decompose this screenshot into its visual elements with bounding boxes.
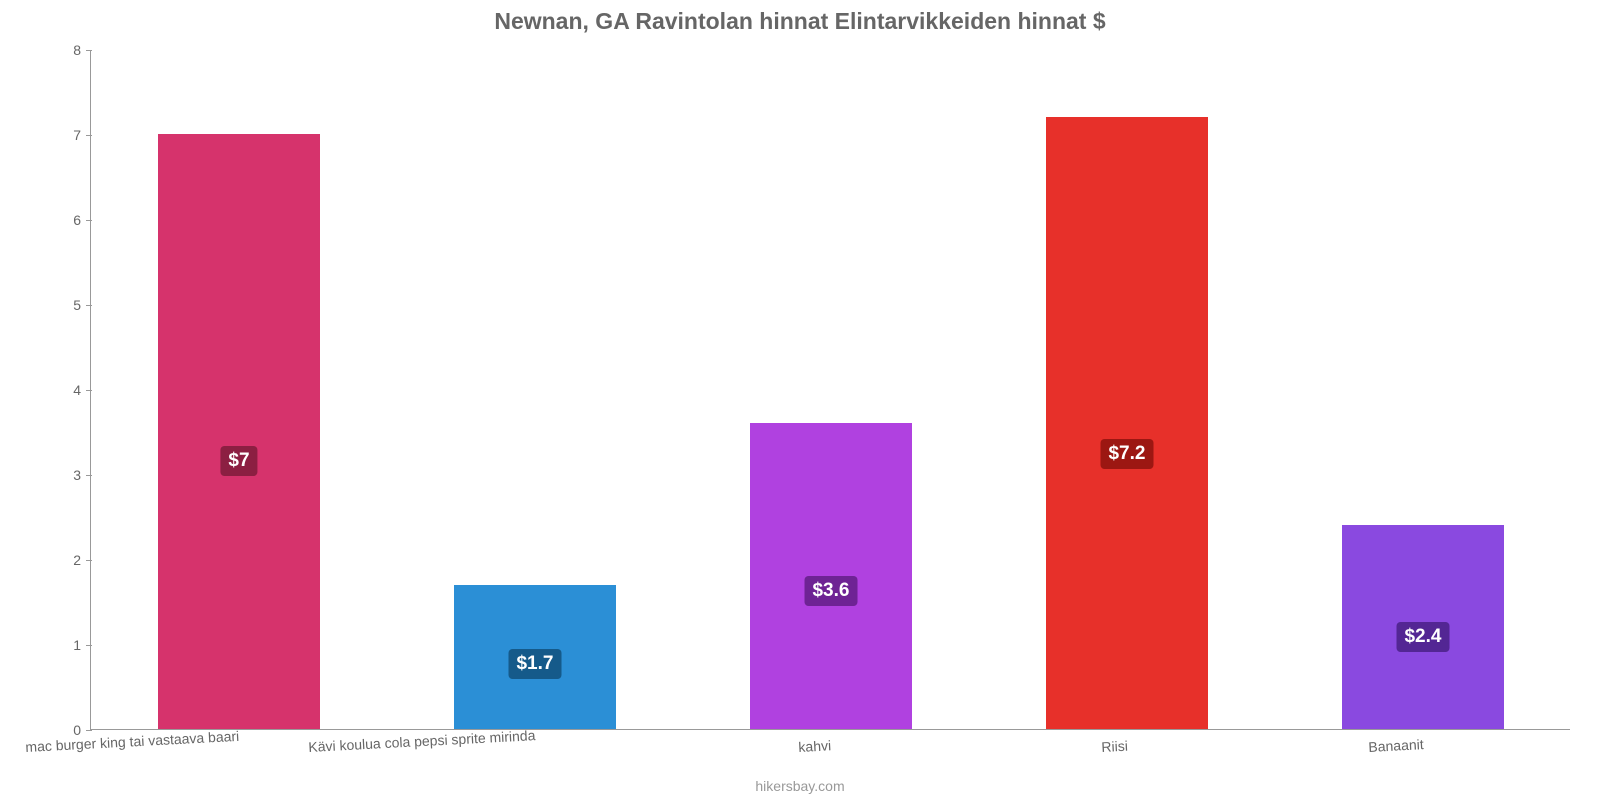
bar: $2.4 bbox=[1342, 525, 1505, 729]
y-tick: 1 bbox=[41, 637, 81, 653]
bar-value-label: $7 bbox=[220, 446, 257, 476]
bar: $3.6 bbox=[750, 423, 913, 729]
chart-title: Newnan, GA Ravintolan hinnat Elintarvikk… bbox=[0, 8, 1600, 35]
plot-area: 012345678$7mac burger king tai vastaava … bbox=[90, 50, 1570, 730]
bar-value-label: $7.2 bbox=[1100, 439, 1153, 469]
chart-footer: hikersbay.com bbox=[0, 778, 1600, 794]
bar: $7 bbox=[158, 134, 321, 729]
bar: $1.7 bbox=[454, 585, 617, 730]
bar-value-label: $1.7 bbox=[508, 649, 561, 679]
y-tick: 6 bbox=[41, 212, 81, 228]
bar-value-label: $3.6 bbox=[804, 576, 857, 606]
bar: $7.2 bbox=[1046, 117, 1209, 729]
y-tick: 2 bbox=[41, 552, 81, 568]
price-bar-chart: Newnan, GA Ravintolan hinnat Elintarvikk… bbox=[0, 0, 1600, 800]
bar-value-label: $2.4 bbox=[1396, 622, 1449, 652]
x-tick-label: Riisi bbox=[1101, 738, 1128, 755]
x-tick-label: Kävi koulua cola pepsi sprite mirinda bbox=[308, 727, 536, 755]
x-tick-label: Banaanit bbox=[1368, 736, 1424, 755]
y-tick: 4 bbox=[41, 382, 81, 398]
x-tick-label: kahvi bbox=[798, 737, 831, 755]
y-tick: 5 bbox=[41, 297, 81, 313]
y-tick: 7 bbox=[41, 127, 81, 143]
y-tick: 8 bbox=[41, 42, 81, 58]
y-tick: 3 bbox=[41, 467, 81, 483]
